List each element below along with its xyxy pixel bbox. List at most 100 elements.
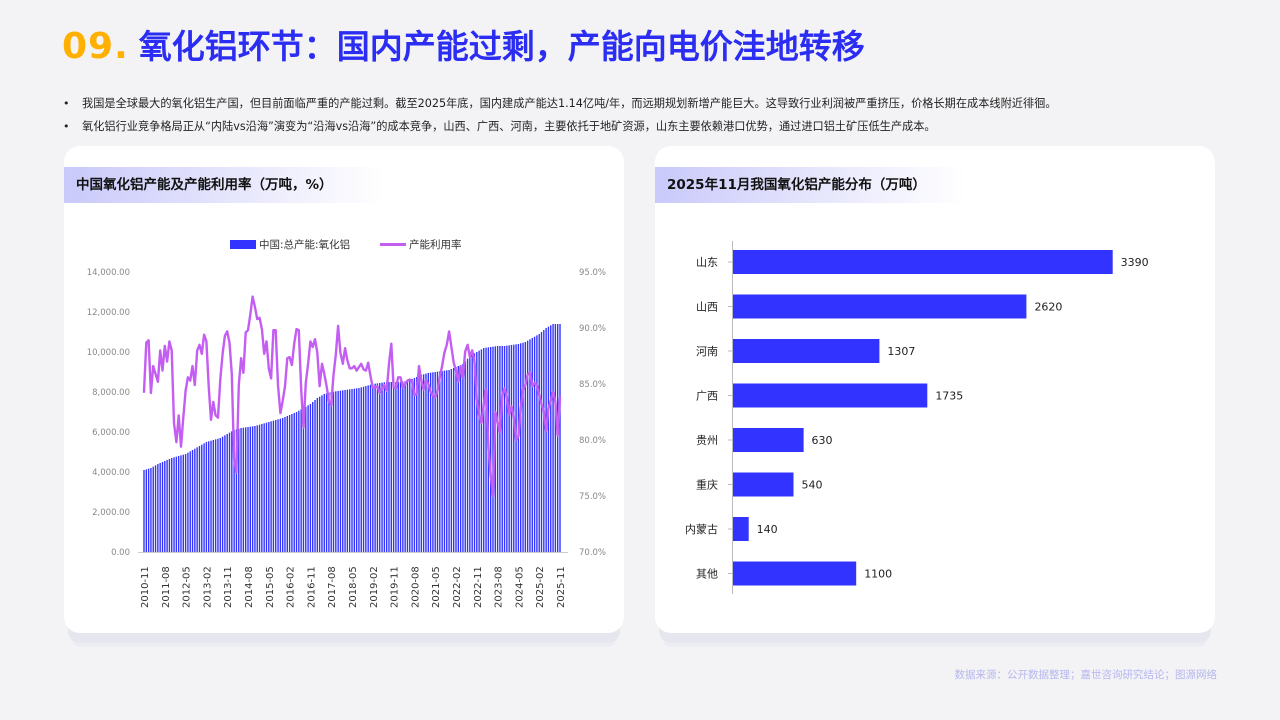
capacity-bar (517, 344, 520, 552)
distribution-bar (733, 339, 880, 363)
x-tick-label: 2017-08 (327, 566, 338, 608)
capacity-bar (235, 429, 238, 552)
capacity-bar (321, 395, 323, 552)
capacity-bar (376, 383, 379, 552)
y-left-tick-label: 8,000.00 (92, 388, 130, 398)
capacity-bar (436, 371, 439, 552)
category-label: 山西 (696, 301, 718, 314)
capacity-bar (180, 455, 182, 552)
capacity-bar (147, 468, 150, 552)
capacity-bar (422, 374, 425, 552)
bullet-list: 我国是全球最大的氧化铝生产国，但目前面临严重的产能过剩。截至2025年底，国内建… (62, 92, 1242, 138)
capacity-bar (383, 382, 386, 552)
capacity-bar (325, 393, 328, 552)
capacity-bar (187, 452, 189, 552)
capacity-bar (339, 390, 342, 552)
capacity-bar (143, 470, 145, 552)
capacity-bar (499, 346, 501, 552)
capacity-bar (298, 410, 300, 552)
capacity-bar (263, 423, 265, 552)
capacity-bar (194, 448, 196, 552)
capacity-bar (168, 459, 171, 552)
capacity-bar (268, 422, 270, 552)
capacity-bars (143, 324, 561, 552)
x-tick-label: 2011-08 (161, 566, 172, 608)
capacity-bar (238, 428, 240, 552)
distribution-bar (733, 250, 1113, 274)
capacity-bar (515, 344, 517, 552)
capacity-bar (547, 326, 550, 552)
capacity-bar (489, 347, 492, 552)
x-tick-label: 2018-05 (348, 566, 359, 608)
capacity-bar (323, 394, 325, 552)
capacity-bar (233, 430, 235, 552)
capacity-bar (270, 421, 272, 552)
capacity-bar (372, 384, 374, 552)
capacity-bar (189, 451, 191, 552)
capacity-bar (506, 345, 508, 552)
capacity-bar (332, 391, 335, 552)
capacity-bar (231, 431, 233, 552)
capacity-bar (145, 469, 148, 552)
title-text: 氧化铝环节：国内产能过剩，产能向电价洼地转移 (138, 27, 865, 66)
distribution-bar (733, 294, 1027, 319)
capacity-bar (554, 324, 557, 552)
capacity-bar (492, 346, 494, 552)
capacity-bar (217, 438, 219, 552)
category-label: 其他 (696, 568, 718, 581)
capacity-bar (173, 457, 175, 552)
capacity-bar (533, 336, 536, 552)
capacity-bar (275, 420, 277, 552)
y-right-tick-label: 70.0% (579, 548, 606, 558)
y-right-tick-label: 80.0% (579, 436, 606, 446)
distribution-bar (733, 472, 794, 497)
capacity-bar (284, 417, 286, 552)
capacity-bar (365, 386, 367, 552)
capacity-bar (427, 373, 429, 552)
capacity-bar (480, 349, 483, 552)
capacity-bar (379, 383, 381, 552)
capacity-bar (249, 426, 252, 552)
x-tick-label: 2013-02 (202, 566, 213, 608)
capacity-bar (429, 372, 432, 552)
category-label: 河南 (696, 345, 718, 358)
y-left-tick-label: 10,000.00 (87, 348, 130, 358)
capacity-bar (536, 335, 538, 552)
capacity-bar (520, 343, 522, 552)
x-tick-label: 2021-05 (431, 566, 442, 608)
capacity-bar (526, 340, 529, 552)
capacity-bar (388, 382, 390, 552)
distribution-bar (733, 517, 749, 541)
value-label: 1735 (935, 390, 963, 403)
capacity-bar (342, 390, 344, 552)
capacity-bar (473, 353, 476, 552)
left-chart-title: 中国氧化铝产能及产能利用率（万吨，%） (64, 167, 384, 203)
capacity-bar (402, 381, 404, 552)
capacity-bar (476, 352, 478, 552)
capacity-bar (175, 456, 178, 552)
distribution-bar (733, 428, 804, 452)
capacity-bar (409, 380, 411, 552)
capacity-bar (399, 382, 402, 552)
capacity-bar (381, 382, 383, 552)
capacity-bar (159, 463, 161, 552)
capacity-bar (166, 460, 168, 552)
capacity-bar (277, 419, 279, 552)
capacity-bar (471, 354, 473, 552)
capacity-bar (219, 438, 221, 552)
capacity-bar (205, 442, 208, 552)
capacity-bar (355, 388, 358, 552)
capacity-bar (469, 356, 471, 552)
capacity-bar (300, 409, 302, 552)
capacity-bar (459, 365, 462, 552)
capacity-bar (302, 408, 305, 552)
x-tick-label: 2016-02 (286, 566, 297, 608)
capacity-bar (161, 462, 164, 552)
capacity-bar (150, 468, 152, 552)
capacity-bar (212, 440, 215, 552)
capacity-bar (328, 392, 330, 552)
capacity-bar (531, 338, 533, 552)
capacity-utilization-card: 中国氧化铝产能及产能利用率（万吨，%） 中国:总产能:氧化铝 产能利用率 0.00 2… (64, 146, 624, 633)
capacity-bar (485, 347, 487, 552)
capacity-bar (425, 373, 427, 552)
